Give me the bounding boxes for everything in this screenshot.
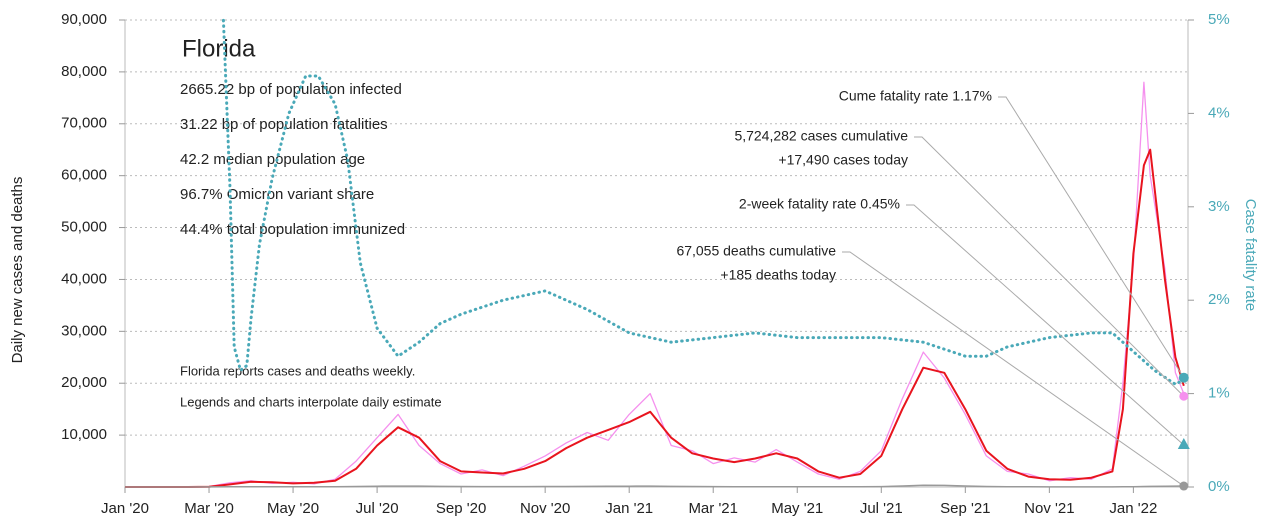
series-line	[125, 484, 1184, 488]
info-line: 31.22 bp of population fatalities	[180, 116, 388, 133]
annotation-marker	[1177, 437, 1190, 449]
note-line: Florida reports cases and deaths weekly.	[180, 363, 415, 378]
y-tick-label: 40,000	[61, 270, 107, 287]
series-line	[125, 81, 1185, 488]
x-tick-label: Jan '22	[1109, 500, 1157, 517]
y2-tick-label: 2%	[1208, 291, 1230, 308]
x-tick-label: Jul '21	[860, 500, 903, 517]
y2-tick-label: 3%	[1208, 198, 1230, 215]
y-tick-label: 10,000	[61, 426, 107, 443]
chart-title: Florida	[182, 35, 256, 62]
x-tick-label: Nov '21	[1024, 500, 1074, 517]
x-tick-label: May '20	[267, 500, 319, 517]
note-line: Legends and charts interpolate daily est…	[180, 394, 442, 409]
x-tick-label: Sep '20	[436, 500, 486, 517]
plot-area	[125, 18, 1186, 488]
y-axis-label: Daily new cases and deaths	[9, 177, 26, 364]
annotation-marker	[1178, 372, 1189, 383]
x-tick-label: Mar '20	[184, 500, 234, 517]
leader-line	[914, 136, 1185, 397]
annotation-marker	[1179, 481, 1189, 491]
series-line	[125, 148, 1185, 488]
y-tick-label: 30,000	[61, 322, 107, 339]
annotation-text: 2-week fatality rate 0.45%	[739, 196, 900, 212]
y2-tick-label: 1%	[1208, 385, 1230, 402]
annotation-text: Cume fatality rate 1.17%	[839, 88, 992, 104]
x-tick-label: Jan '21	[605, 500, 653, 517]
info-line: 2665.22 bp of population infected	[180, 81, 402, 98]
annotation-text: 67,055 deaths cumulative	[676, 243, 836, 259]
x-tick-label: Nov '20	[520, 500, 570, 517]
y2-tick-label: 5%	[1208, 11, 1230, 28]
info-line: 42.2 median population age	[180, 151, 365, 168]
y-tick-label: 20,000	[61, 374, 107, 391]
x-tick-label: Mar '21	[688, 500, 738, 517]
info-line: 44.4% total population immunized	[180, 221, 405, 238]
annotation-text: +17,490 cases today	[778, 152, 908, 168]
annotation-marker	[1179, 391, 1189, 401]
y-tick-label: 90,000	[61, 11, 107, 28]
y2-axis-label: Case fatality rate	[1242, 199, 1259, 312]
x-tick-label: Jul '20	[356, 500, 399, 517]
annotation-text: +185 deaths today	[720, 267, 836, 283]
y-tick-label: 50,000	[61, 219, 107, 236]
x-tick-label: Jan '20	[101, 500, 149, 517]
x-tick-label: May '21	[771, 500, 823, 517]
leader-line	[906, 204, 1185, 446]
info-line: 96.7% Omicron variant share	[180, 186, 374, 203]
y2-tick-label: 4%	[1208, 104, 1230, 121]
y2-tick-label: 0%	[1208, 478, 1230, 495]
y-tick-label: 80,000	[61, 63, 107, 80]
series-line	[221, 18, 1186, 386]
annotation-text: 5,724,282 cases cumulative	[734, 128, 908, 144]
leader-line	[842, 251, 1185, 487]
leader-line	[998, 96, 1185, 378]
y-tick-label: 60,000	[61, 167, 107, 184]
x-tick-label: Sep '21	[940, 500, 990, 517]
y-tick-label: 70,000	[61, 115, 107, 132]
